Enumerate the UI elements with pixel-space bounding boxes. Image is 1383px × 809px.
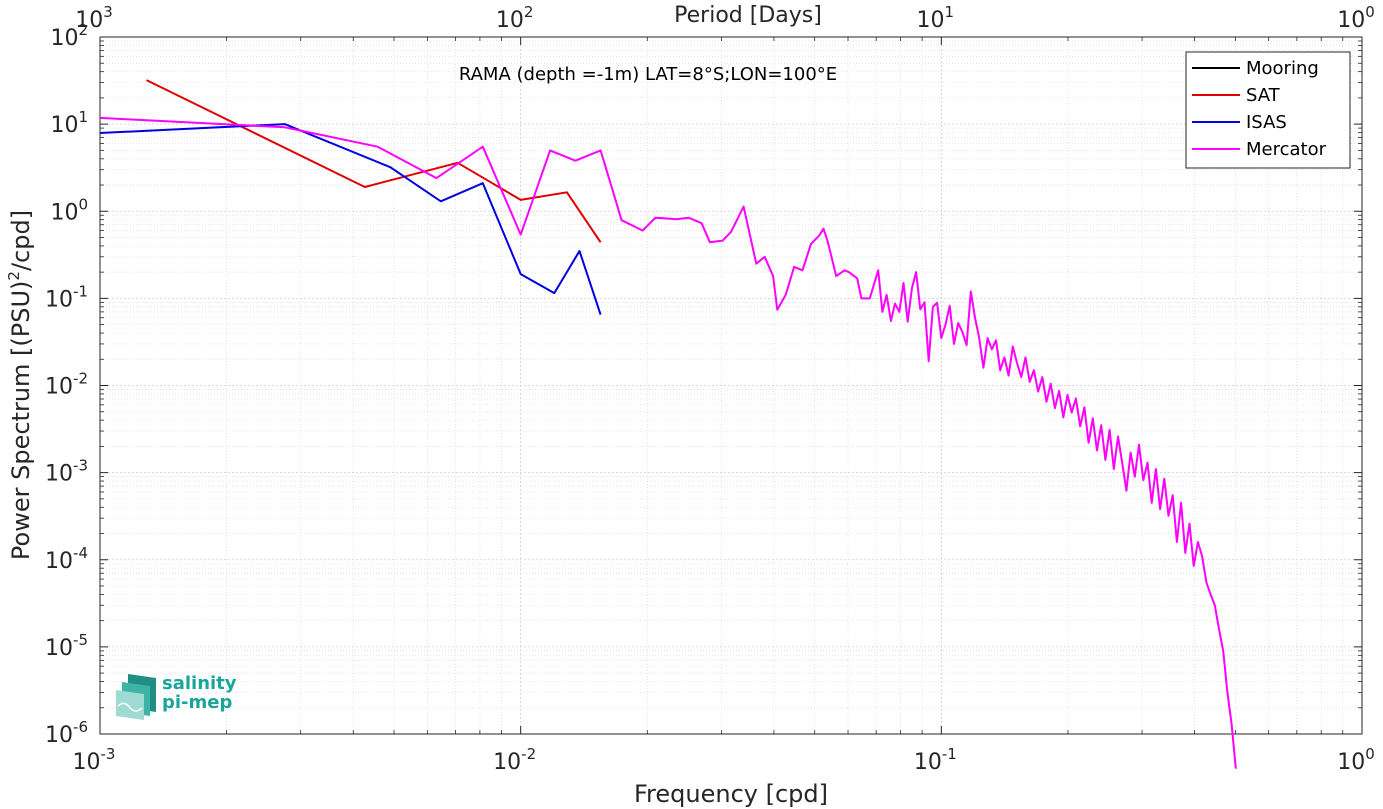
y-tick-label: 10-6 <box>45 718 88 748</box>
legend: Mooring SAT ISAS Mercator <box>1185 51 1351 169</box>
series-layer <box>99 79 1237 769</box>
x-top-tick-label: 100 <box>1337 3 1375 33</box>
y-tick-label: 10-1 <box>45 282 88 312</box>
series-line-sat <box>146 79 602 243</box>
x-tick-label: 100 <box>1337 745 1375 775</box>
logo-waves-icon <box>116 674 156 720</box>
grid-major <box>99 36 1363 735</box>
y-tick-label: 10-2 <box>45 370 88 400</box>
legend-label-mercator: Mercator <box>1246 139 1327 160</box>
y-tick-label: 10-3 <box>45 457 88 487</box>
x-axis-top-label: Period [Days] <box>674 3 822 28</box>
legend-label-isas: ISAS <box>1246 112 1287 133</box>
series-line-mercator <box>99 116 1237 769</box>
salinity-pi-mep-logo: salinity pi-mep <box>116 672 256 724</box>
x-axis-label: Frequency [cpd] <box>634 780 828 808</box>
axis-ticks <box>99 36 1363 735</box>
legend-label-sat: SAT <box>1246 85 1281 106</box>
y-tick-label: 101 <box>50 108 88 138</box>
y-tick-label: 102 <box>50 21 88 51</box>
legend-label-mooring: Mooring <box>1246 58 1319 79</box>
y-axis-label: Power Spectrum [(PSU)2/cpd] <box>5 210 35 560</box>
x-top-tick-label: 103 <box>75 3 113 33</box>
x-tick-label: 10-3 <box>73 745 116 775</box>
chart-title: RAMA (depth =-1m) LAT=8°S;LON=100°E <box>459 64 837 85</box>
series-line-isas <box>99 123 602 316</box>
y-tick-label: 100 <box>50 195 88 225</box>
x-tick-label: 10-1 <box>914 745 957 775</box>
x-tick-label: 10-2 <box>493 745 536 775</box>
x-top-tick-label: 102 <box>496 3 534 33</box>
logo-text: salinity pi-mep <box>162 673 237 713</box>
x-top-tick-label: 101 <box>917 3 955 33</box>
y-tick-label: 10-5 <box>45 631 88 661</box>
y-tick-label: 10-4 <box>45 544 88 574</box>
